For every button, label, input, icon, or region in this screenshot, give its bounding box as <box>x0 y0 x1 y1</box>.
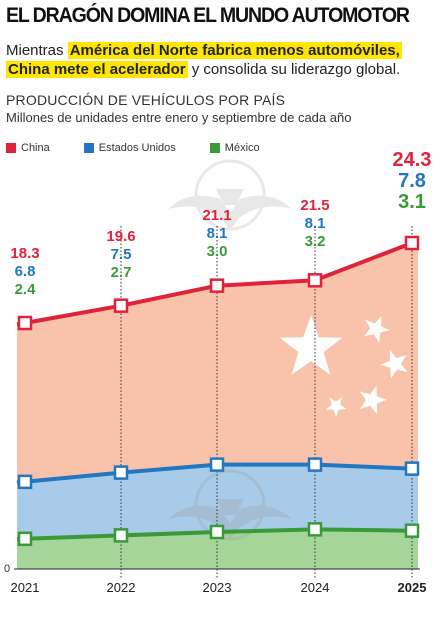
legend-swatch-usa <box>83 143 94 153</box>
value-label-mexico-2021: 2.4 <box>15 281 37 298</box>
x-tick-label-2025: 2025 <box>398 580 427 595</box>
chart-subtitle: Millones de unidades entre enero y septi… <box>6 110 352 125</box>
x-tick-label-2022: 2022 <box>107 580 136 595</box>
value-label-usa-2021: 6.8 <box>15 263 36 280</box>
point-usa-2021 <box>17 474 33 490</box>
point-usa-2022 <box>113 465 129 480</box>
value-label-mexico-2023: 3.0 <box>207 243 228 260</box>
deck-outro: y consolida su liderazgo global. <box>187 61 401 78</box>
emblem-ring <box>194 469 266 541</box>
point-china-2021 <box>17 315 33 331</box>
deck-intro: Mientras <box>6 42 68 59</box>
point-usa-2025 <box>404 461 420 476</box>
legend-swatch-china <box>6 143 16 153</box>
x-tick-label-2023: 2023 <box>203 580 232 595</box>
emblem-wings <box>168 195 292 231</box>
flag-star-icon <box>364 316 390 343</box>
chart-deck: Mientras América del Norte fabrica menos… <box>6 41 442 79</box>
deck-highlight-china: China mete el acelerador <box>6 61 188 78</box>
value-label-mexico-2022: 2.7 <box>111 264 132 281</box>
value-label-china-2024: 21.5 <box>300 197 329 214</box>
point-mexico-2021 <box>17 531 33 547</box>
legend-item-china: China <box>6 142 50 154</box>
point-usa-2023 <box>209 457 225 472</box>
point-mexico-2023 <box>209 524 225 540</box>
point-china-2025 <box>404 235 420 251</box>
point-china-2024 <box>307 273 323 288</box>
emblem-ring <box>194 159 266 231</box>
point-mexico-2022 <box>113 528 129 543</box>
emblem-body <box>216 499 244 515</box>
point-china-2022 <box>113 298 129 313</box>
chart-headline: EL DRAGÓN DOMINA EL MUNDO AUTOMOTOR <box>6 4 410 27</box>
deck-highlight-north-america: América del Norte fabrica menos automóvi… <box>67 42 402 59</box>
value-label-usa-2025: 7.8 <box>398 170 426 192</box>
chart-title: PRODUCCIÓN DE VEHÍCULOS POR PAÍS <box>6 92 286 108</box>
value-label-mexico-2025: 3.1 <box>398 191 426 213</box>
watermark-emblem-icon <box>168 159 292 231</box>
value-label-china-2023: 21.1 <box>202 207 231 224</box>
value-label-mexico-2024: 3.2 <box>305 233 326 250</box>
legend-swatch-mexico <box>209 143 220 153</box>
value-label-china-2025: 24.3 <box>393 149 432 171</box>
value-label-usa-2023: 8.1 <box>207 225 228 242</box>
emblem-body <box>216 189 244 205</box>
emblem-wings <box>168 505 292 541</box>
value-label-china-2021: 18.3 <box>10 245 39 262</box>
flag-star-icon <box>325 396 347 417</box>
flag-star-icon <box>279 315 343 375</box>
value-label-usa-2024: 8.1 <box>305 215 326 232</box>
legend-label-mexico: México <box>224 142 260 154</box>
flag-star-icon <box>380 349 408 379</box>
x-tick-label-2021: 2021 <box>11 580 40 595</box>
y-zero-label: 0 <box>4 563 10 575</box>
point-china-2023 <box>209 278 225 293</box>
flag-star-icon <box>359 385 387 415</box>
legend-label-usa: Estados Unidos <box>98 142 176 154</box>
point-mexico-2024 <box>307 522 323 537</box>
x-tick-label-2024: 2024 <box>301 580 330 595</box>
point-mexico-2025 <box>404 523 420 538</box>
value-label-usa-2022: 7.5 <box>111 246 132 263</box>
legend-item-mexico: México <box>209 142 260 154</box>
legend-item-usa: Estados Unidos <box>83 142 176 154</box>
point-usa-2024 <box>307 457 323 472</box>
value-label-china-2022: 19.6 <box>106 228 135 245</box>
watermark-emblem-icon <box>168 469 292 541</box>
legend: China Estados Unidos México <box>6 142 294 154</box>
legend-label-china: China <box>21 142 50 154</box>
